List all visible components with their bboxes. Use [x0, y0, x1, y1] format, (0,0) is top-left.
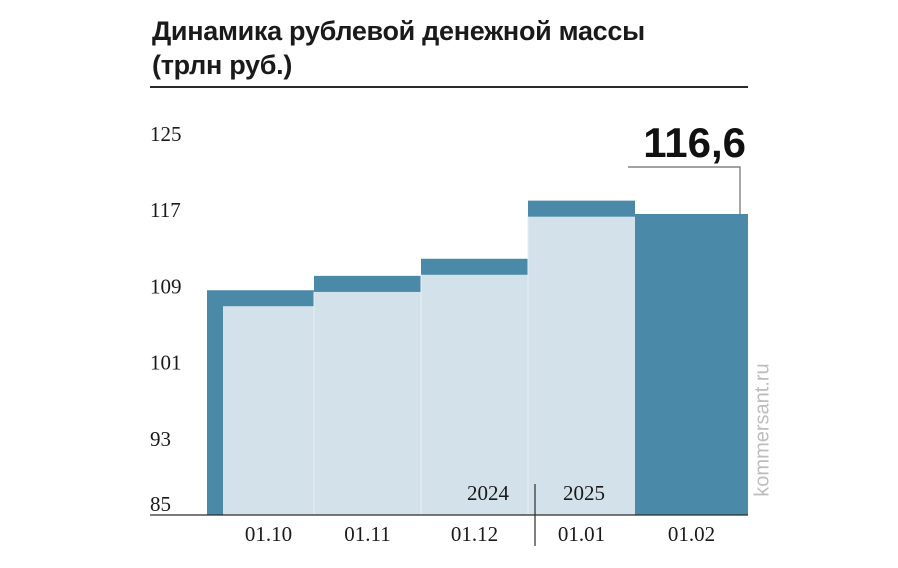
y-tick-label: 125: [150, 122, 182, 146]
bar-01.12: [421, 274, 528, 515]
bar-01.01: [528, 216, 635, 516]
bar-01.11: [314, 291, 421, 515]
callout-value-label: 116,6: [643, 119, 746, 166]
y-tick-label: 85: [150, 492, 171, 516]
subtitle-line: (трлн руб.): [152, 50, 293, 80]
title-divider: [150, 86, 748, 88]
y-tick-label: 117: [150, 198, 181, 222]
y-tick-label: 93: [150, 427, 171, 451]
bar-01.10: [223, 306, 314, 515]
x-tick-label: 01.11: [344, 522, 390, 546]
year-label-2025: 2025: [563, 481, 605, 505]
bar-01.02: [635, 214, 748, 515]
x-tick-label: 01.02: [668, 522, 715, 546]
x-tick-label: 01.01: [558, 522, 605, 546]
callout-leader-line: [628, 166, 741, 215]
watermark-text: kommersant.ru: [751, 363, 774, 497]
y-tick-label: 101: [150, 351, 182, 375]
y-tick-label: 109: [150, 274, 182, 298]
chart-title: Динамика рублевой денежной массы (трлн р…: [152, 14, 645, 82]
x-tick-label: 01.10: [245, 522, 292, 546]
labels-group: 2024 2025 116,6: [467, 119, 746, 546]
year-label-2024: 2024: [467, 481, 510, 505]
axis-group: 125 117 109 101 93 85 01.10 01.11 01.12 01.01 01.0…: [150, 122, 748, 546]
x-tick-label: 01.12: [451, 522, 498, 546]
bars-group: [207, 200, 748, 516]
title-line: Динамика рублевой денежной массы: [152, 16, 645, 46]
